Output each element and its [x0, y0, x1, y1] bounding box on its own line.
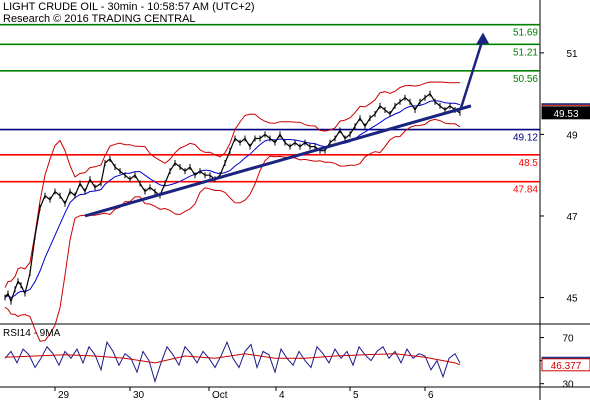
x-axis: 29 30 Oct 4 5 6 [0, 386, 590, 400]
x-tick-label: 4 [279, 390, 285, 400]
projection-arrow-shaft [459, 38, 485, 109]
level-label: 50.56 [513, 74, 538, 85]
rsi-ma-line [4, 353, 461, 366]
y-tick-label: 51 [566, 49, 578, 60]
y-tick-label: 45 [566, 294, 578, 305]
y-tick-label: 49 [566, 130, 578, 141]
level-label: 48.5 [519, 158, 539, 169]
x-tick-label: Oct [212, 390, 228, 400]
level-label: 51.69 [513, 28, 538, 39]
rsi-panel: RSI14 - 9MA70503047.723546.377 [3, 328, 590, 391]
price-tag: 49.53 [541, 106, 590, 120]
rsi-line [4, 340, 461, 384]
level-label: 51.21 [513, 47, 538, 58]
price-line [4, 92, 461, 304]
rsi-title: RSI14 - 9MA [3, 328, 61, 339]
rsi-tag-label: 46.377 [551, 361, 582, 372]
y-tick-label: 47 [566, 212, 578, 223]
bollinger-lower [4, 118, 461, 342]
chart-subtitle: Research © 2016 TRADING CENTRAL [3, 13, 196, 25]
moving-average-line [4, 100, 461, 299]
level-label: 47.84 [513, 185, 538, 196]
chart-title: LIGHT CRUDE OIL - 30min - 10:58:57 AM (U… [3, 1, 255, 13]
x-tick-label: 5 [353, 390, 359, 400]
bollinger-upper [4, 81, 461, 288]
support-trendline [84, 104, 472, 218]
price-tag-box [541, 106, 590, 120]
rsi-tag: 46.377 [541, 358, 590, 372]
x-tick-label: 29 [58, 390, 70, 400]
price-tag-label: 49.53 [553, 109, 578, 120]
rsi-y-tick-label: 70 [562, 334, 574, 345]
x-tick-label: 6 [428, 390, 434, 400]
rsi-tag-box [541, 358, 590, 372]
projection-arrow-head [476, 32, 489, 45]
x-tick-label: 30 [133, 390, 145, 400]
rsi-y-tick-label: 30 [562, 380, 574, 391]
level-label: 49.12 [513, 133, 538, 144]
